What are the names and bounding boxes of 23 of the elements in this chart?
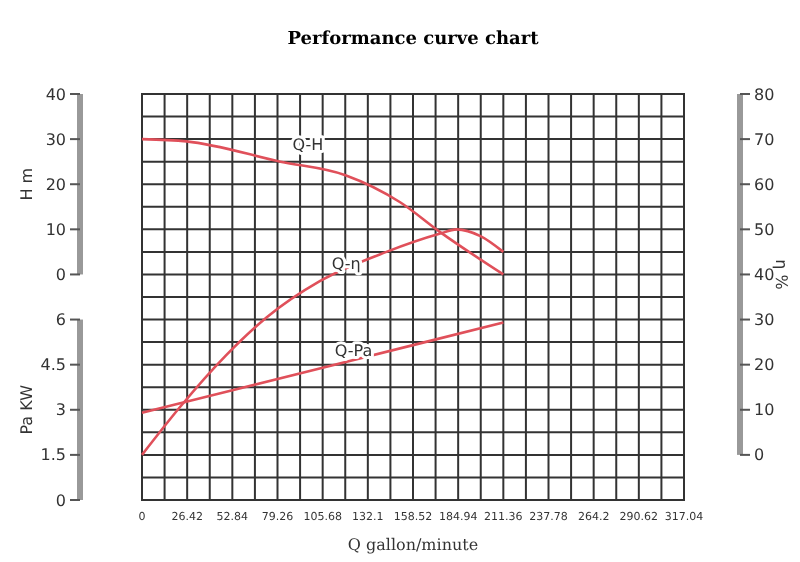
x-axis-title: Q gallon/minute	[347, 536, 479, 554]
y2-tick-label: 10	[754, 401, 775, 420]
y-tick-label: 30	[45, 130, 66, 149]
y2-tick-label: 20	[754, 356, 775, 375]
y-axis-title: H m	[18, 167, 36, 201]
y2-axis-title: η %	[772, 259, 790, 291]
y2-tick-label: 50	[754, 220, 775, 239]
y-tick-label: 10	[45, 220, 66, 239]
y-tick-label: 0	[55, 266, 66, 285]
y2-tick-label: 70	[754, 130, 775, 149]
y2-tick-label: 80	[754, 85, 775, 104]
chart-title: Performance curve chart	[287, 30, 541, 50]
y3-tick-label: 3	[55, 401, 66, 420]
y2-tick-label: 40	[754, 266, 775, 285]
y3-tick-label: 1.5	[40, 446, 66, 465]
y2-tick-label: 0	[754, 446, 765, 465]
y-tick-label: 40	[45, 85, 66, 104]
y3-axis-title: Pa KW	[18, 384, 36, 435]
y2-tick-label: 30	[754, 311, 775, 330]
y2-tick-label: 60	[754, 175, 775, 194]
y3-tick-label: 4.5	[40, 356, 66, 375]
y3-tick-label: 6	[55, 311, 66, 330]
y-tick-label: 20	[45, 175, 66, 194]
